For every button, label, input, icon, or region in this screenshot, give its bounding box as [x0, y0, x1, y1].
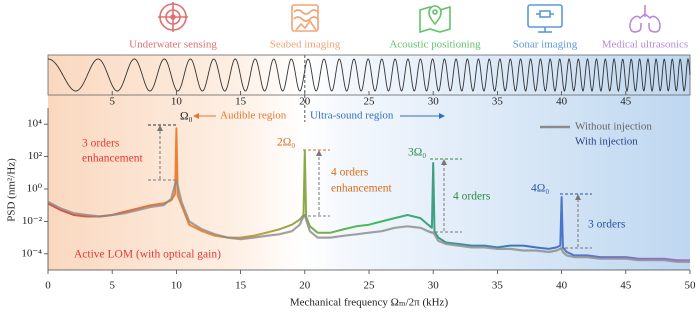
x-tick-label: 50 — [685, 280, 697, 292]
x-tick-label: 0 — [45, 280, 51, 292]
y-tick-label: 10⁴ — [27, 118, 42, 130]
spectrum-line — [47, 179, 690, 263]
application-label: Sonar imaging — [513, 39, 578, 51]
top-tick-label: 25 — [364, 96, 376, 108]
peak-label: 4Ω₀ — [531, 183, 549, 195]
region-label: Audible region — [220, 110, 287, 122]
background — [48, 55, 690, 270]
legend-label: With injection — [575, 136, 638, 148]
icon-medical — [629, 5, 661, 33]
icon-underwater — [158, 2, 188, 32]
x-tick-label: 40 — [556, 280, 568, 292]
enhancement-markers — [148, 124, 592, 249]
x-tick-label: 30 — [428, 280, 440, 292]
y-tick-label: 10² — [28, 150, 43, 162]
icon-sonar — [527, 4, 563, 33]
region-label: Ultra-sound region — [310, 110, 394, 122]
spectrum-line — [47, 127, 690, 262]
top-tick-label: 30 — [428, 96, 440, 108]
legend-label: Without injection — [575, 121, 652, 133]
enhancement-label: enhancement — [82, 153, 143, 165]
enhancement-label: 3 orders — [82, 138, 120, 150]
x-tick-label: 35 — [492, 280, 504, 292]
y-tick-label: 10⁻⁴ — [21, 247, 42, 259]
enhancement-label: 4 orders — [453, 191, 491, 203]
x-tick-label: 10 — [171, 280, 183, 292]
peak-label: 3Ω₀ — [408, 147, 426, 159]
enhancement-label: enhancement — [331, 183, 392, 195]
application-label: Seabed imaging — [270, 39, 341, 51]
application-label: Underwater sensing — [129, 39, 217, 51]
top-tick-label: 5 — [109, 96, 115, 108]
top-tick-label: 10 — [171, 96, 183, 108]
y-tick-label: 10⁰ — [27, 183, 43, 195]
x-axis-title: Mechanical frequency Ωₘ/2π (kHz) — [290, 297, 449, 309]
chirp-wave — [48, 57, 691, 93]
top-tick-label: 35 — [492, 96, 504, 108]
peak-label: 2Ω₀ — [277, 137, 295, 149]
x-tick-label: 15 — [235, 280, 247, 292]
enhancement-label: 4 orders — [331, 167, 369, 179]
gain-label: Active LOM (with optical gain) — [74, 249, 221, 261]
y-tick-label: 10⁻² — [22, 215, 43, 227]
x-tick-label: 25 — [364, 280, 376, 292]
x-tick-label: 45 — [620, 280, 632, 292]
x-tick-label: 20 — [299, 280, 311, 292]
icon-positioning — [419, 5, 451, 34]
top-tick-label: 15 — [235, 96, 247, 108]
top-tick-label: 45 — [620, 96, 632, 108]
icon-seabed — [291, 4, 319, 32]
y-axis-title: PSD (nm²/Hz) — [6, 158, 18, 222]
application-label: Medical ultrasonics — [602, 39, 688, 51]
top-tick-label: 40 — [556, 96, 568, 108]
application-label: Acoustic positioning — [389, 39, 481, 51]
x-tick-label: 5 — [109, 280, 115, 292]
enhancement-label: 3 orders — [588, 219, 626, 231]
peak-label: Ω₀ — [180, 111, 193, 123]
